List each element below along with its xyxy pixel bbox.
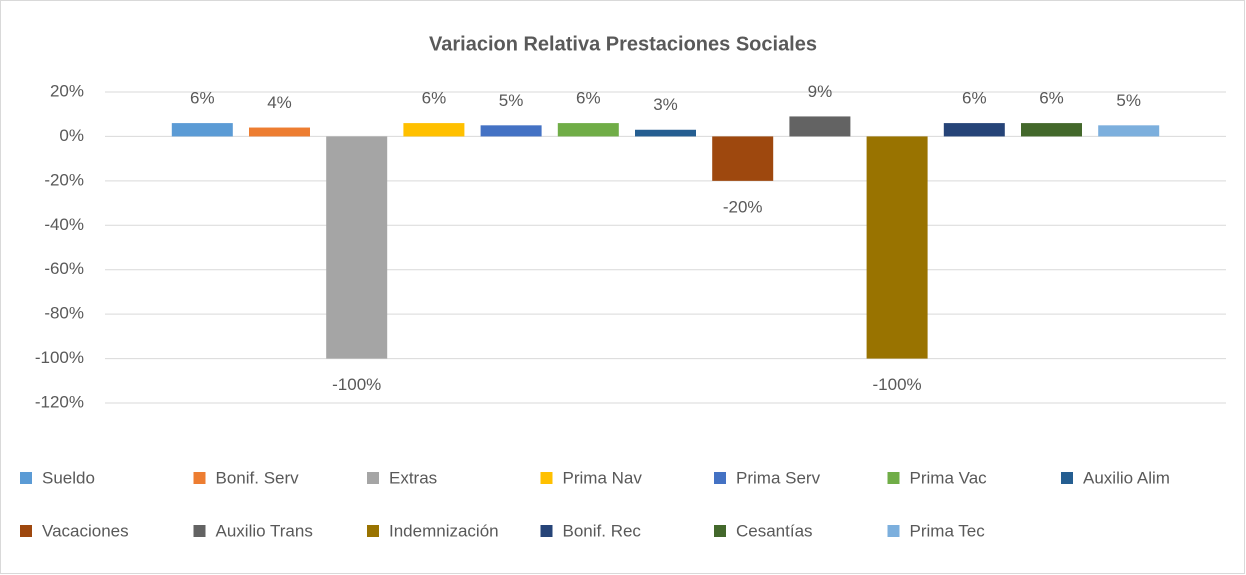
legend-swatch xyxy=(20,472,32,484)
legend-swatch xyxy=(367,472,379,484)
bar xyxy=(789,116,851,137)
legend-label: Auxilio Alim xyxy=(1083,468,1170,487)
y-tick-label: -60% xyxy=(44,259,84,278)
legend-swatch xyxy=(193,525,206,537)
legend-label: Cesantías xyxy=(736,521,813,540)
bar xyxy=(403,123,465,137)
legend-label: Bonif. Rec xyxy=(563,521,642,540)
data-label: 6% xyxy=(190,89,215,108)
legend-label: Sueldo xyxy=(42,468,95,487)
legend-label: Bonif. Serv xyxy=(216,468,300,487)
data-label: -20% xyxy=(723,197,763,216)
data-label: 5% xyxy=(499,91,524,110)
bar xyxy=(171,123,233,137)
bar xyxy=(480,125,542,137)
legend-swatch xyxy=(540,525,553,537)
y-tick-label: -40% xyxy=(44,215,84,234)
y-tick-label: -120% xyxy=(35,392,84,411)
legend-label: Extras xyxy=(389,468,437,487)
y-tick-label: -20% xyxy=(44,170,84,189)
data-label: 6% xyxy=(422,89,447,108)
legend-label: Auxilio Trans xyxy=(216,521,313,540)
bar xyxy=(866,136,928,359)
legend-label: Prima Vac xyxy=(910,468,988,487)
bar xyxy=(326,136,388,359)
bar xyxy=(943,123,1005,137)
data-label: 6% xyxy=(576,89,601,108)
legend-label: Prima Serv xyxy=(736,468,821,487)
y-tick-label: 20% xyxy=(50,81,84,100)
data-label: 5% xyxy=(1116,91,1141,110)
bar xyxy=(249,127,310,137)
legend-swatch xyxy=(714,472,726,484)
legend-label: Prima Tec xyxy=(910,521,986,540)
legend-swatch xyxy=(887,525,900,537)
bar xyxy=(1021,123,1082,137)
data-label: 6% xyxy=(962,89,987,108)
data-label: -100% xyxy=(332,375,381,394)
y-tick-label: -100% xyxy=(35,348,84,367)
legend-swatch xyxy=(367,525,379,537)
bar xyxy=(557,123,619,137)
bar xyxy=(635,129,696,137)
bar xyxy=(712,136,774,181)
legend-swatch xyxy=(887,472,900,484)
legend-label: Prima Nav xyxy=(563,468,643,487)
data-label: 3% xyxy=(653,95,678,114)
y-tick-label: -80% xyxy=(44,304,84,323)
data-label: -100% xyxy=(873,375,922,394)
legend-swatch xyxy=(20,525,32,537)
legend-swatch xyxy=(714,525,726,537)
chart-title: Variacion Relativa Prestaciones Sociales xyxy=(429,33,817,55)
bar xyxy=(1098,125,1160,137)
y-tick-label: 0% xyxy=(59,126,84,145)
data-label: 9% xyxy=(808,82,833,101)
legend-swatch xyxy=(193,472,206,484)
legend-label: Vacaciones xyxy=(42,521,129,540)
legend-swatch xyxy=(540,472,553,484)
legend-swatch xyxy=(1061,472,1073,484)
data-label: 6% xyxy=(1039,89,1064,108)
data-label: 4% xyxy=(267,93,292,112)
legend-label: Indemnización xyxy=(389,521,499,540)
